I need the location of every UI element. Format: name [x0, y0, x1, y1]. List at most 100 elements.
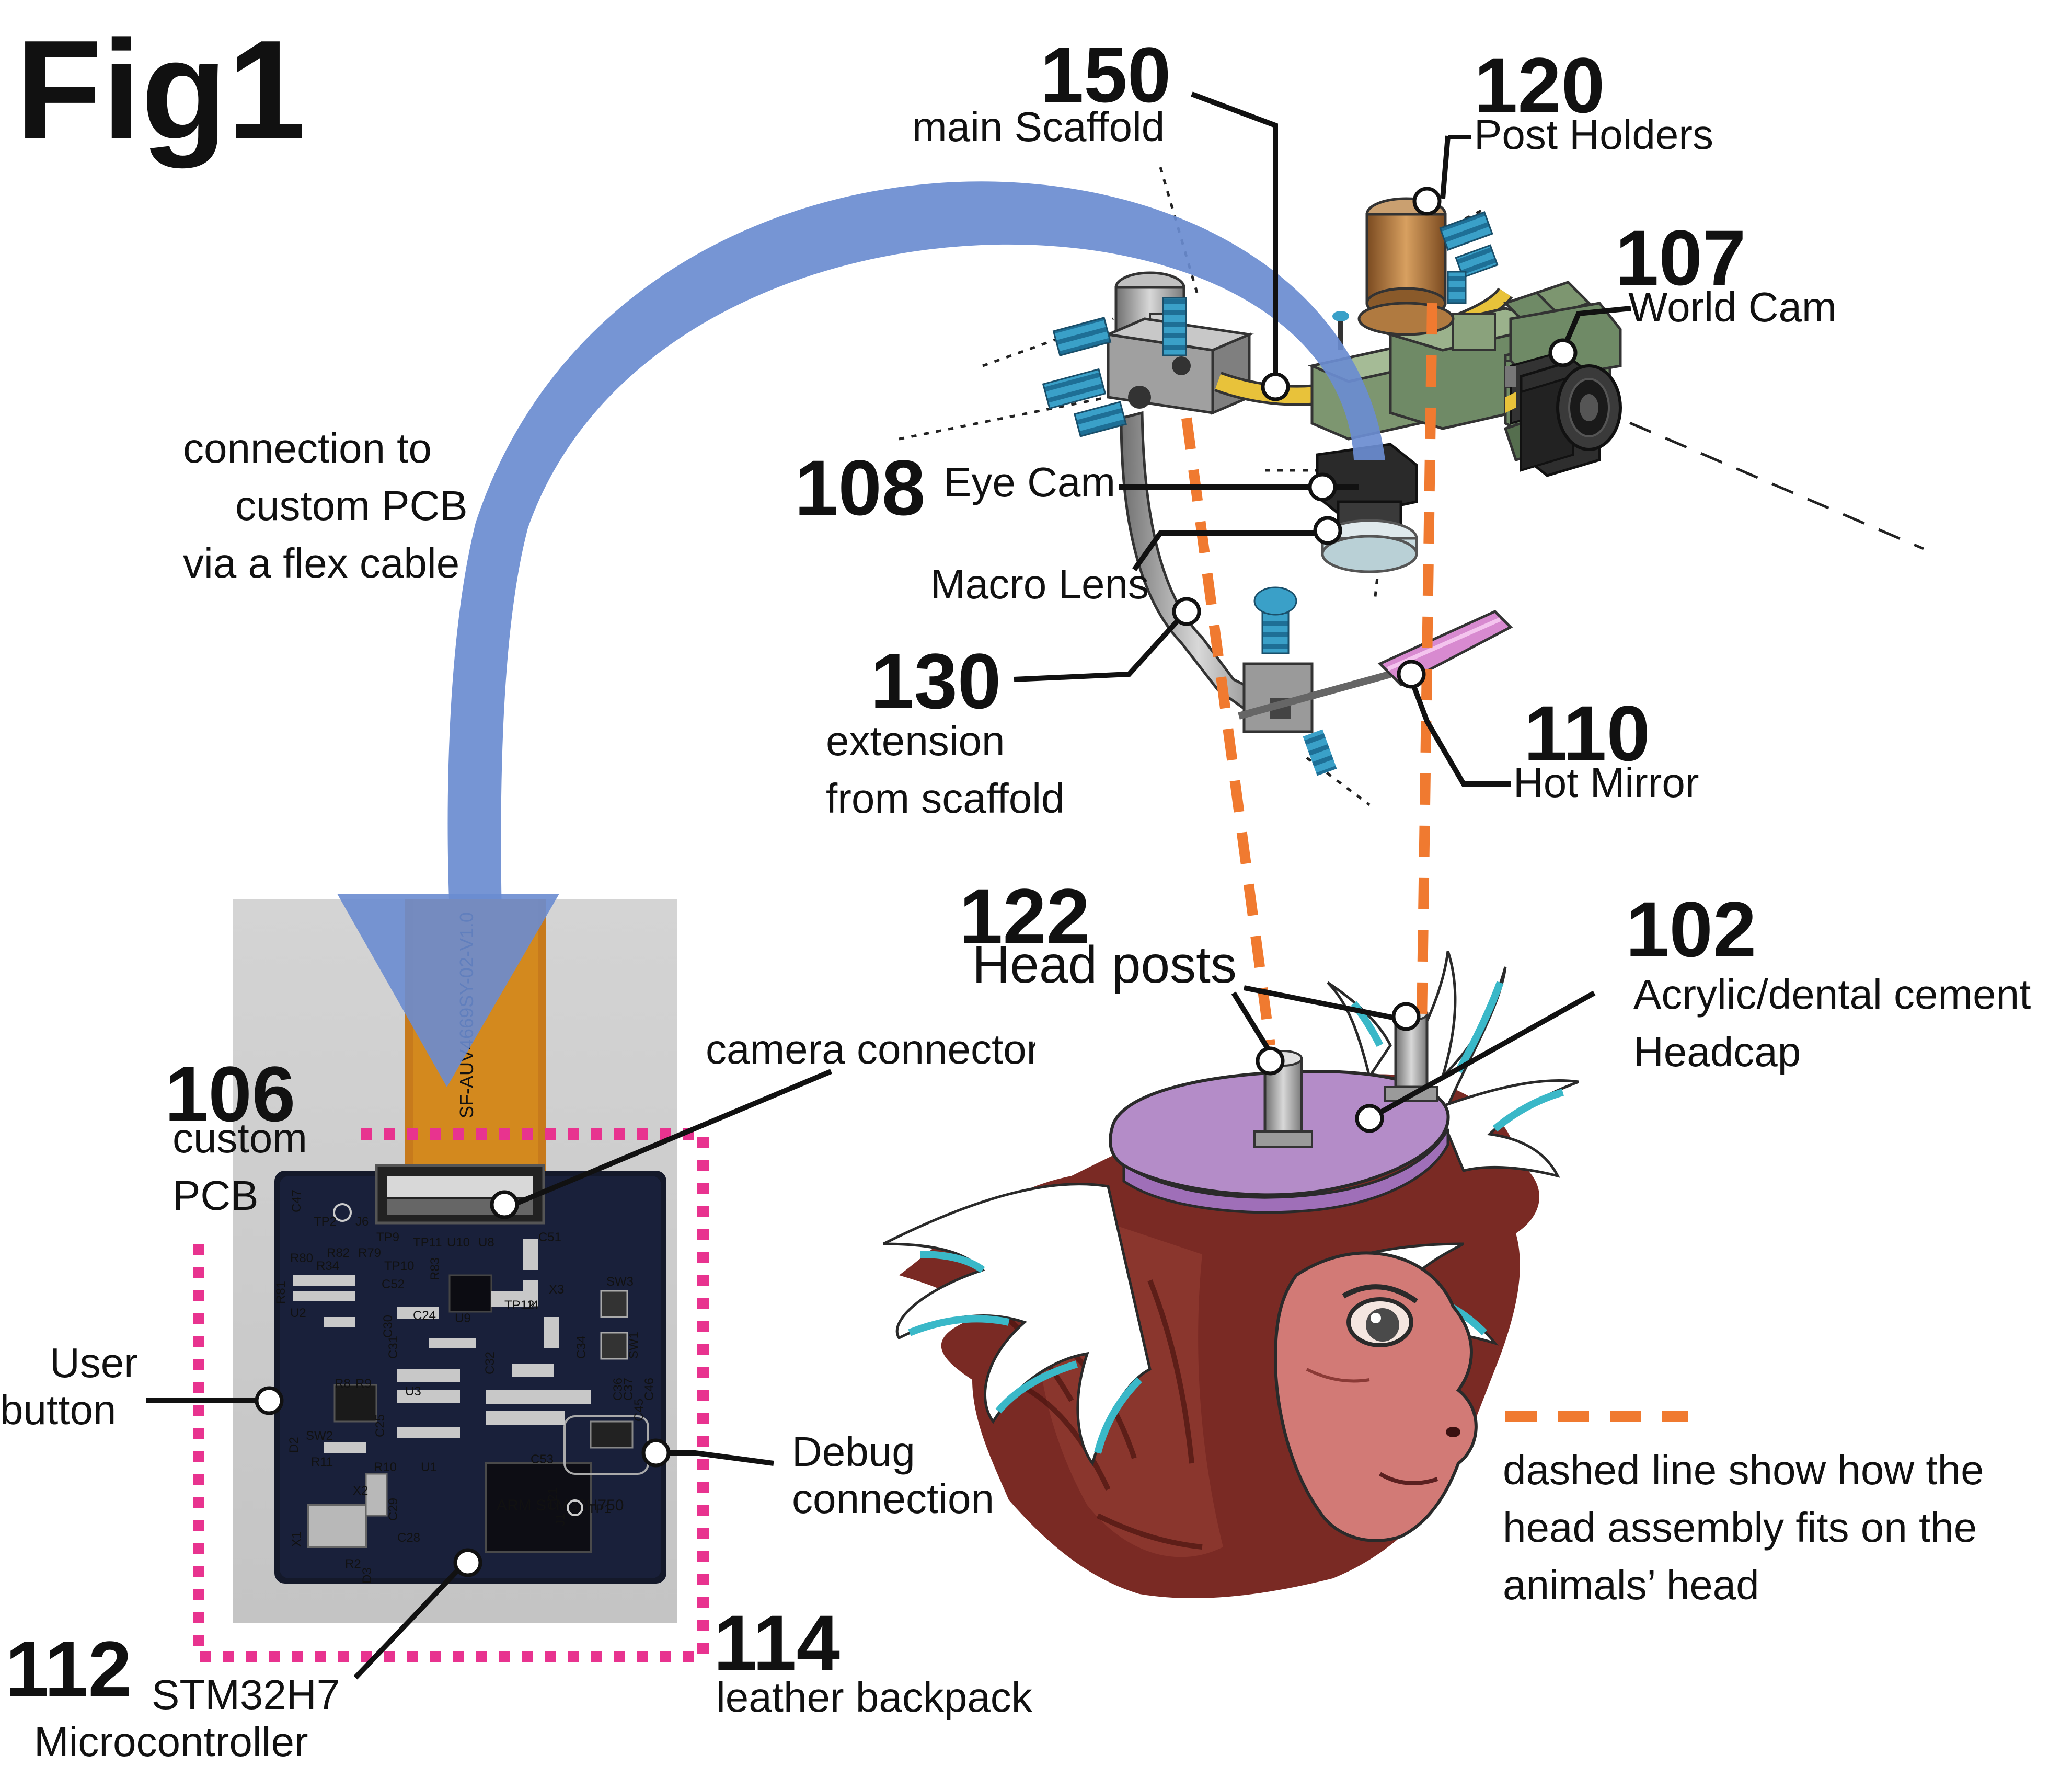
- figure-title: Fig1: [16, 11, 306, 169]
- label-112-line1: STM32H7: [152, 1671, 340, 1718]
- svg-text:U10: U10: [447, 1235, 470, 1250]
- svg-text:C52: C52: [382, 1277, 405, 1291]
- svg-text:C37: C37: [621, 1378, 636, 1401]
- label-note-line2: head assembly fits on the: [1503, 1504, 1977, 1551]
- label-108-number: 108: [795, 444, 925, 532]
- svg-text:C45: C45: [632, 1399, 646, 1422]
- label-106-number: 106: [165, 1050, 295, 1138]
- svg-text:R8: R8: [335, 1377, 351, 1391]
- label-108-text: Eye Cam: [943, 459, 1115, 505]
- label-107-number: 107: [1615, 214, 1746, 302]
- svg-text:TP9: TP9: [376, 1230, 399, 1244]
- svg-text:R80: R80: [290, 1251, 313, 1265]
- svg-text:J6: J6: [355, 1215, 369, 1229]
- svg-text:C47: C47: [290, 1189, 304, 1212]
- label-114-number: 114: [713, 1599, 840, 1687]
- flex-cable-arrowhead: [337, 894, 559, 1087]
- svg-text:C34: C34: [574, 1336, 589, 1359]
- label-120-number: 120: [1474, 41, 1605, 129]
- svg-text:C25: C25: [373, 1414, 387, 1437]
- label-150-number: 150: [1040, 31, 1171, 119]
- label-note-line1: dashed line show how the: [1503, 1447, 1984, 1493]
- svg-text:C30: C30: [381, 1315, 395, 1338]
- label-130-number: 130: [870, 637, 1001, 725]
- svg-text:TP1: TP1: [588, 1502, 611, 1516]
- svg-text:C46: C46: [642, 1378, 657, 1401]
- label-flex-line3: via a flex cable: [183, 540, 459, 586]
- svg-text:C53: C53: [531, 1452, 554, 1466]
- svg-text:TP12: TP12: [504, 1298, 534, 1312]
- label-debug-line1: Debug: [792, 1428, 915, 1475]
- svg-text:R2: R2: [345, 1557, 361, 1571]
- svg-text:U4: U4: [523, 1298, 539, 1312]
- svg-text:R79: R79: [358, 1246, 381, 1260]
- leader-dots: [255, 187, 1578, 1577]
- label-debug-line2: connection: [792, 1475, 994, 1522]
- label-note-line3: animals’ head: [1503, 1562, 1759, 1608]
- label-flex-line1: connection to: [183, 425, 432, 471]
- label-112-line2: Microcontroller: [34, 1718, 308, 1765]
- monkey-head-drawing: [882, 951, 1579, 1599]
- svg-text:U3: U3: [405, 1384, 421, 1399]
- svg-text:TP10: TP10: [384, 1259, 414, 1273]
- svg-text:SW1: SW1: [627, 1332, 641, 1359]
- label-102-line1: Acrylic/dental cement: [1633, 971, 2031, 1018]
- svg-text:X2: X2: [353, 1484, 368, 1498]
- label-122-text: Head posts: [972, 936, 1237, 994]
- svg-text:U8: U8: [478, 1235, 494, 1250]
- svg-text:R81: R81: [274, 1281, 288, 1304]
- svg-text:X3: X3: [549, 1283, 564, 1297]
- label-122-number: 122: [959, 872, 1090, 960]
- label-106-line1: custom: [172, 1115, 307, 1161]
- label-102-number: 102: [1626, 885, 1756, 973]
- label-110-text: Hot Mirror: [1513, 759, 1699, 806]
- svg-text:D3: D3: [360, 1567, 374, 1584]
- svg-text:R82: R82: [327, 1246, 350, 1260]
- svg-text:C31: C31: [386, 1336, 400, 1359]
- svg-text:C36: C36: [611, 1378, 625, 1401]
- svg-text:TP11: TP11: [413, 1235, 442, 1250]
- svg-text:C29: C29: [386, 1498, 400, 1521]
- label-102-line2: Headcap: [1633, 1029, 1801, 1075]
- svg-text:R9: R9: [355, 1377, 372, 1391]
- label-114-text: leather backpack: [716, 1674, 1033, 1720]
- svg-text:TP2: TP2: [314, 1215, 337, 1229]
- svg-text:R11: R11: [311, 1455, 333, 1469]
- label-120-text: Post Holders: [1474, 111, 1713, 158]
- svg-text:C21: C21: [546, 1487, 560, 1510]
- svg-text:R10: R10: [374, 1460, 397, 1474]
- label-user-line1: User: [50, 1339, 138, 1386]
- svg-text:U2: U2: [290, 1306, 306, 1320]
- mcu-print: ARM STM32H750: [497, 1497, 624, 1514]
- label-107-text: World Cam: [1628, 284, 1837, 330]
- svg-text:R34: R34: [316, 1259, 339, 1273]
- svg-text:U1: U1: [421, 1460, 437, 1474]
- leader-lines: [146, 91, 1631, 1680]
- svg-text:R83: R83: [428, 1257, 442, 1280]
- svg-text:SW3: SW3: [606, 1275, 634, 1289]
- svg-text:J1: J1: [554, 1513, 568, 1526]
- label-106-line2: PCB: [172, 1172, 259, 1219]
- label-130-line2: from scaffold: [826, 775, 1064, 822]
- svg-text:C24: C24: [413, 1309, 436, 1323]
- fit-dashed-lines: [1181, 303, 1437, 1046]
- svg-text:D2: D2: [287, 1437, 301, 1453]
- label-112-number: 112: [5, 1625, 132, 1713]
- svg-text:C28: C28: [397, 1531, 420, 1545]
- svg-text:C51: C51: [538, 1230, 561, 1244]
- label-150-text: main Scaffold: [912, 103, 1165, 150]
- label-110-number: 110: [1524, 689, 1650, 777]
- label-flex-line2: custom PCB: [235, 482, 468, 529]
- pcb-silkscreen: C47 TP2 J6 TP9 TP11 U10 U8 C51 R80 R82 R…: [274, 1189, 657, 1584]
- label-user-line2: button: [0, 1387, 116, 1433]
- label-130-line1: extension: [826, 718, 1005, 764]
- svg-text:U9: U9: [455, 1311, 471, 1325]
- svg-text:C32: C32: [483, 1352, 497, 1375]
- label-macro-lens: Macro Lens: [930, 561, 1149, 607]
- figure-labels: Fig1 150 main Scaffold 120 Post Holders …: [0, 11, 2031, 1765]
- svg-text:SW2: SW2: [306, 1429, 333, 1443]
- svg-text:X1: X1: [290, 1532, 304, 1547]
- label-camera-connector: camera connector: [706, 1026, 1040, 1072]
